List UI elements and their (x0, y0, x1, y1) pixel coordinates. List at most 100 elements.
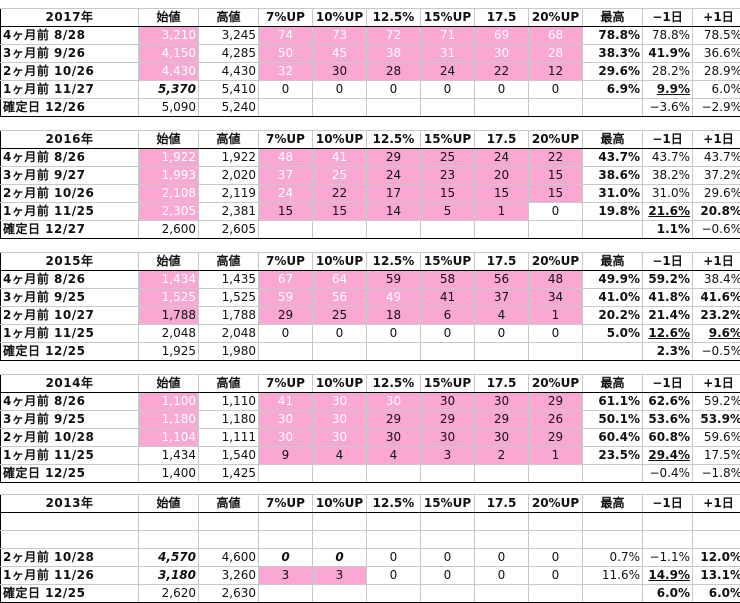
up-17-5-cell[interactable] (475, 531, 529, 549)
up-15-cell[interactable]: 71 (421, 27, 475, 45)
column-header[interactable]: −1日 (643, 9, 693, 27)
high-price-cell[interactable]: 2,020 (199, 167, 259, 185)
up-17-5-cell[interactable]: 0 (475, 549, 529, 567)
up-20-cell[interactable]: 0 (529, 81, 583, 99)
up-20-cell[interactable]: 48 (529, 271, 583, 289)
column-header[interactable]: 7%UP (259, 495, 313, 513)
up-15-cell[interactable]: 31 (421, 45, 475, 63)
open-price-cell[interactable]: 1,434 (139, 447, 199, 465)
plus-1-day-cell[interactable]: 59.2% (693, 393, 740, 411)
plus-1-day-cell[interactable]: −0.5% (693, 343, 740, 361)
up-15-cell[interactable] (421, 585, 475, 603)
up-12-5-cell[interactable] (367, 99, 421, 117)
high-price-cell[interactable]: 1,425 (199, 465, 259, 483)
open-price-cell[interactable] (139, 531, 199, 549)
up-17-5-cell[interactable]: 20 (475, 167, 529, 185)
high-price-cell[interactable]: 1,111 (199, 429, 259, 447)
high-price-cell[interactable]: 2,048 (199, 325, 259, 343)
up-10-cell[interactable]: 15 (313, 203, 367, 221)
max-rise-cell[interactable] (583, 531, 643, 549)
up-20-cell[interactable]: 29 (529, 393, 583, 411)
column-header[interactable]: +1日 (693, 375, 740, 393)
column-header[interactable]: 15%UP (421, 375, 475, 393)
row-label[interactable]: 確定日 12/26 (1, 99, 139, 117)
up-10-cell[interactable]: 25 (313, 307, 367, 325)
column-header[interactable]: 12.5% (367, 375, 421, 393)
max-rise-cell[interactable] (583, 465, 643, 483)
plus-1-day-cell[interactable]: 17.5% (693, 447, 740, 465)
high-price-cell[interactable]: 2,630 (199, 585, 259, 603)
up-20-cell[interactable] (529, 465, 583, 483)
column-header[interactable]: 20%UP (529, 9, 583, 27)
max-rise-cell[interactable]: 43.7% (583, 149, 643, 167)
up-12-5-cell[interactable] (367, 531, 421, 549)
row-label[interactable]: 4ヶ月前 8/26 (1, 393, 139, 411)
open-price-cell[interactable]: 2,305 (139, 203, 199, 221)
up-20-cell[interactable]: 1 (529, 307, 583, 325)
up-10-cell[interactable]: 4 (313, 447, 367, 465)
open-price-cell[interactable]: 1,104 (139, 429, 199, 447)
up-17-5-cell[interactable]: 29 (475, 411, 529, 429)
up-17-5-cell[interactable]: 4 (475, 307, 529, 325)
column-header[interactable]: 7%UP (259, 131, 313, 149)
up-7-cell[interactable]: 3 (259, 567, 313, 585)
high-price-cell[interactable]: 5,410 (199, 81, 259, 99)
year-label[interactable]: 2013年 (1, 495, 139, 513)
open-price-cell[interactable]: 1,434 (139, 271, 199, 289)
row-label[interactable]: 1ヶ月前 11/27 (1, 81, 139, 99)
plus-1-day-cell[interactable]: 23.2% (693, 307, 740, 325)
open-price-cell[interactable]: 4,570 (139, 549, 199, 567)
up-12-5-cell[interactable]: 17 (367, 185, 421, 203)
column-header[interactable]: 10%UP (313, 495, 367, 513)
max-rise-cell[interactable]: 38.3% (583, 45, 643, 63)
column-header[interactable]: 始値 (139, 495, 199, 513)
column-header[interactable]: −1日 (643, 131, 693, 149)
minus-1-day-cell[interactable] (643, 531, 693, 549)
up-12-5-cell[interactable]: 38 (367, 45, 421, 63)
row-label[interactable] (1, 531, 139, 549)
plus-1-day-cell[interactable]: 41.6% (693, 289, 740, 307)
row-label[interactable]: 1ヶ月前 11/25 (1, 447, 139, 465)
plus-1-day-cell[interactable]: 37.2% (693, 167, 740, 185)
row-label[interactable]: 3ヶ月前 9/25 (1, 411, 139, 429)
up-15-cell[interactable]: 0 (421, 549, 475, 567)
max-rise-cell[interactable]: 20.2% (583, 307, 643, 325)
up-10-cell[interactable] (313, 221, 367, 239)
plus-1-day-cell[interactable]: 53.9% (693, 411, 740, 429)
up-17-5-cell[interactable]: 30 (475, 45, 529, 63)
max-rise-cell[interactable]: 50.1% (583, 411, 643, 429)
row-label[interactable]: 1ヶ月前 11/25 (1, 325, 139, 343)
minus-1-day-cell[interactable]: 21.6% (643, 203, 693, 221)
up-15-cell[interactable]: 30 (421, 429, 475, 447)
max-rise-cell[interactable]: 19.8% (583, 203, 643, 221)
up-20-cell[interactable]: 0 (529, 203, 583, 221)
column-header[interactable]: 高値 (199, 495, 259, 513)
minus-1-day-cell[interactable]: −1.1% (643, 549, 693, 567)
up-17-5-cell[interactable] (475, 465, 529, 483)
up-20-cell[interactable]: 68 (529, 27, 583, 45)
high-price-cell[interactable]: 2,381 (199, 203, 259, 221)
max-rise-cell[interactable]: 31.0% (583, 185, 643, 203)
row-label[interactable]: 1ヶ月前 11/25 (1, 203, 139, 221)
up-10-cell[interactable]: 0 (313, 81, 367, 99)
up-7-cell[interactable] (259, 585, 313, 603)
up-20-cell[interactable]: 0 (529, 567, 583, 585)
up-7-cell[interactable]: 24 (259, 185, 313, 203)
open-price-cell[interactable]: 1,925 (139, 343, 199, 361)
high-price-cell[interactable]: 3,245 (199, 27, 259, 45)
up-12-5-cell[interactable] (367, 585, 421, 603)
up-7-cell[interactable] (259, 465, 313, 483)
up-10-cell[interactable]: 30 (313, 411, 367, 429)
up-10-cell[interactable]: 30 (313, 63, 367, 81)
column-header[interactable]: 始値 (139, 9, 199, 27)
year-label[interactable]: 2014年 (1, 375, 139, 393)
up-15-cell[interactable]: 5 (421, 203, 475, 221)
high-price-cell[interactable]: 2,605 (199, 221, 259, 239)
open-price-cell[interactable]: 3,210 (139, 27, 199, 45)
up-7-cell[interactable] (259, 513, 313, 531)
up-12-5-cell[interactable]: 0 (367, 325, 421, 343)
plus-1-day-cell[interactable] (693, 531, 740, 549)
up-17-5-cell[interactable]: 30 (475, 429, 529, 447)
row-label[interactable]: 3ヶ月前 9/25 (1, 289, 139, 307)
high-price-cell[interactable]: 1,922 (199, 149, 259, 167)
